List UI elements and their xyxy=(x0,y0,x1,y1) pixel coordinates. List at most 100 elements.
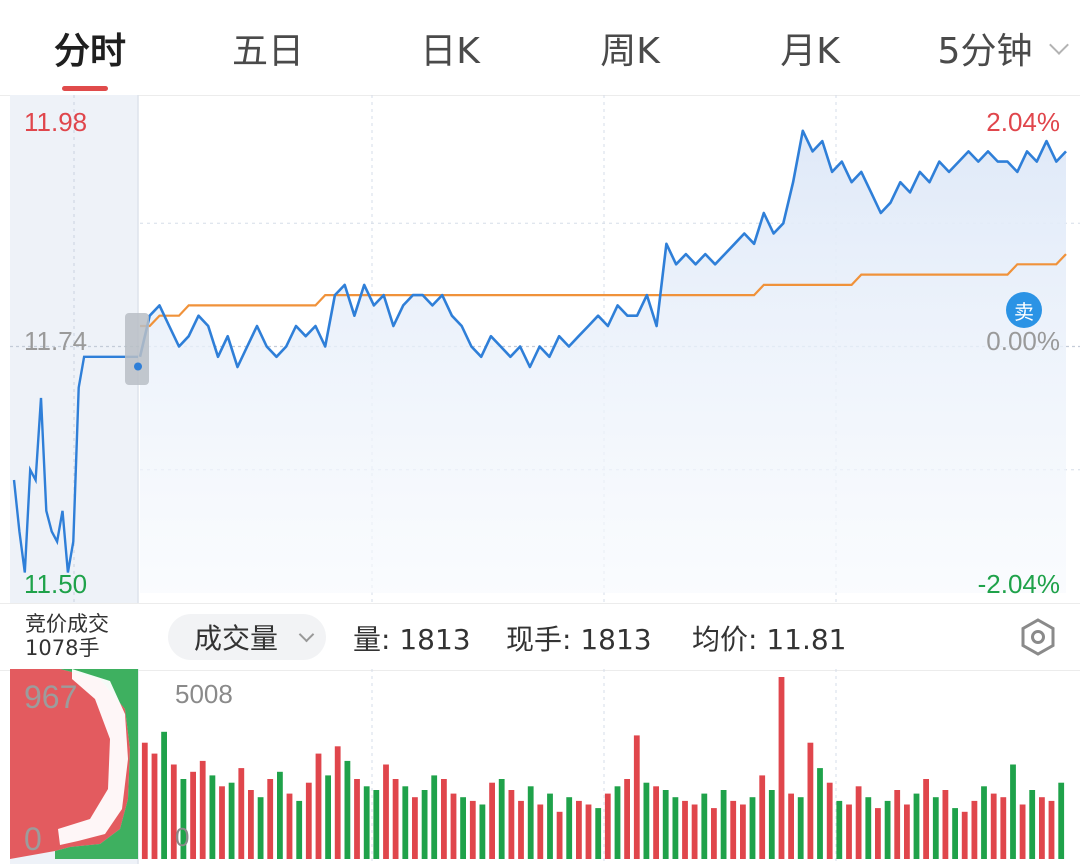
percent-axis-low-label: -2.04% xyxy=(977,569,1060,599)
volume-bar-up xyxy=(653,786,659,859)
volume-stat: 量: 1813 xyxy=(353,623,471,656)
volume-bar-down xyxy=(932,797,939,859)
volume-bar-up xyxy=(691,804,698,859)
volume-bar-down xyxy=(566,797,573,859)
volume-bar-up xyxy=(923,779,929,859)
volume-bar-up xyxy=(730,800,737,859)
volume-bar-up xyxy=(305,782,312,859)
volume-bar-down xyxy=(1010,764,1016,859)
volume-bar-up xyxy=(199,760,206,859)
tab-weekly-k[interactable]: 周K xyxy=(600,30,660,72)
volume-bar-down xyxy=(614,786,621,859)
volume-bar-down xyxy=(228,782,235,859)
price-axis-high-label: 11.98 xyxy=(24,107,88,137)
tab-daily-k[interactable]: 日K xyxy=(420,30,480,72)
sell-marker-badge[interactable]: 卖 xyxy=(1006,292,1042,328)
volume-bar-up xyxy=(942,790,949,859)
volume-bar-down xyxy=(720,790,727,859)
volume-bar-up xyxy=(238,768,245,859)
volume-bar-up xyxy=(469,800,476,859)
indicator-select[interactable]: 成交量 xyxy=(168,614,326,660)
volume-bar-up xyxy=(1039,797,1045,859)
volume-bar-down xyxy=(913,793,920,859)
volume-bar-up xyxy=(441,779,447,859)
volume-bar-up xyxy=(450,793,457,859)
chevron-down-icon[interactable] xyxy=(1049,35,1069,55)
volume-chart[interactable]: 967 0 5008 0 xyxy=(0,669,1080,864)
volume-bar-up xyxy=(961,811,968,859)
volume-bar-up xyxy=(537,804,544,859)
volume-bar-down xyxy=(749,797,756,859)
average-price-stat: 均价: 11.81 xyxy=(692,623,847,656)
price-area-fill xyxy=(140,130,1066,594)
volume-bar-up xyxy=(315,753,322,859)
volume-bar-down xyxy=(498,779,505,859)
volume-bar-down xyxy=(363,786,370,859)
auction-volume-label: 竞价成交 1078手 xyxy=(25,612,109,660)
volume-bar-down xyxy=(161,731,167,859)
volume-bar-down xyxy=(479,804,486,859)
volume-bar-up xyxy=(219,786,225,859)
chart-period-tabs: 分时 五日 日K 周K 月K 5分钟 xyxy=(0,0,1080,96)
volume-bar-down xyxy=(672,797,679,859)
tab-monthly-k[interactable]: 月K xyxy=(780,30,840,72)
volume-bar-down xyxy=(527,786,534,859)
auction-end-dot xyxy=(134,362,142,371)
volume-bar-down xyxy=(817,768,823,859)
volume-bar-down xyxy=(1029,790,1036,859)
volume-bar-down xyxy=(701,793,708,859)
volume-bar-down xyxy=(373,790,380,859)
volume-bar-up xyxy=(855,786,862,859)
volume-bar-down xyxy=(421,790,428,859)
price-chart-canvas xyxy=(10,95,1080,603)
price-axis-low-label: 11.50 xyxy=(24,569,88,599)
volume-bar-up xyxy=(1019,804,1026,859)
volume-bar-up xyxy=(248,790,254,859)
auction-volume-max-label: 967 xyxy=(24,679,78,715)
volume-chart-canvas xyxy=(10,669,1065,864)
volume-bar-down xyxy=(595,808,602,859)
price-line xyxy=(138,129,1067,369)
volume-bar-down xyxy=(884,800,891,859)
volume-bar-up xyxy=(576,800,582,859)
volume-bar-up xyxy=(1048,800,1055,859)
auction-volume-buy xyxy=(55,669,138,859)
volume-bar-down xyxy=(797,797,804,859)
volume-bar-up xyxy=(846,804,852,859)
volume-bar-up xyxy=(508,790,515,859)
volume-bar-up xyxy=(412,797,418,859)
auction-volume-min-label: 0 xyxy=(24,821,42,857)
tab-intraday[interactable]: 分时 xyxy=(53,30,126,72)
volume-bar-down xyxy=(836,800,843,859)
volume-bar-up xyxy=(267,779,274,859)
intraday-price-chart[interactable]: 11.98 11.74 11.50 2.04% 0.00% -2.04% 卖 xyxy=(0,95,1080,603)
volume-bar-down xyxy=(180,779,187,859)
volume-bar-up xyxy=(788,793,794,859)
volume-bar-up xyxy=(990,793,997,859)
volume-bar-up xyxy=(759,775,766,859)
volume-bar-up xyxy=(383,764,389,859)
settings-icon[interactable] xyxy=(1018,617,1058,657)
tab-5-minute[interactable]: 5分钟 xyxy=(937,30,1033,72)
volume-bar-up xyxy=(286,793,293,859)
volume-info-row: 竞价成交 1078手 成交量 量: 1813 现手: 1813 均价: 11.8… xyxy=(0,603,1080,671)
current-hand-stat: 现手: 1813 xyxy=(506,623,652,656)
volume-bar-up xyxy=(392,779,399,859)
volume-bar-up xyxy=(170,764,177,859)
volume-bar-up xyxy=(151,753,158,859)
volume-bar-down xyxy=(344,760,351,859)
volume-bar-up xyxy=(826,782,833,859)
volume-bar-down xyxy=(662,790,669,859)
volume-bar-down xyxy=(325,775,331,859)
volume-bar-up xyxy=(556,811,563,859)
volume-bar-up xyxy=(778,677,785,859)
tab-five-day[interactable]: 五日 xyxy=(231,30,304,72)
volume-bar-down xyxy=(643,782,650,859)
volume-bar-up xyxy=(904,804,910,859)
volume-bar-down xyxy=(952,808,958,859)
volume-bar-up xyxy=(334,746,341,859)
volume-bar-up xyxy=(354,779,360,859)
auction-label-value: 1078手 xyxy=(25,636,100,660)
chevron-down-icon xyxy=(298,626,315,643)
volume-bar-up xyxy=(624,779,630,859)
